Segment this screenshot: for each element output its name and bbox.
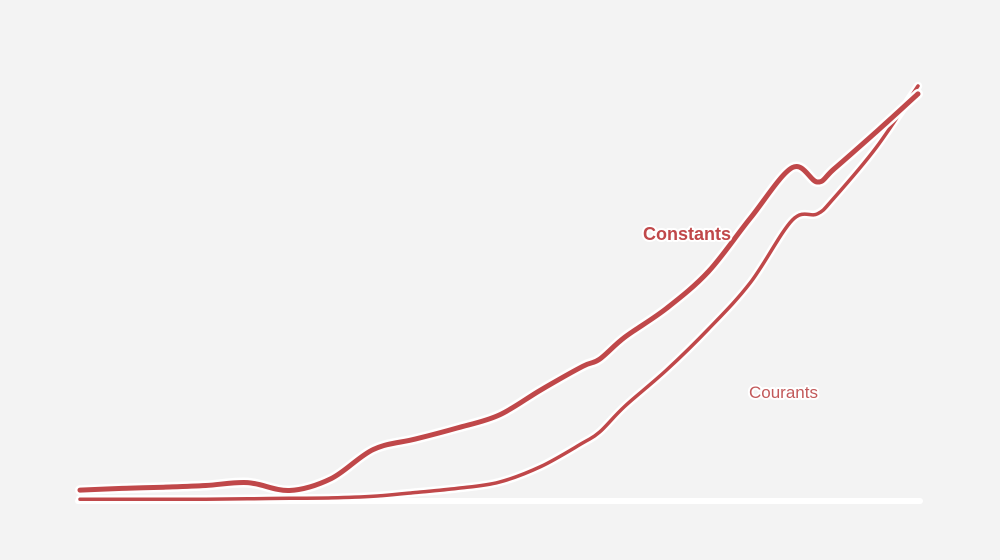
series-label-constants: Constants <box>643 224 731 244</box>
series-layer <box>75 81 923 504</box>
series-halo-constants <box>75 88 923 496</box>
series-line-constants <box>77 91 921 494</box>
series-line-courants <box>78 84 920 501</box>
series-halo-courants <box>75 81 923 504</box>
series-label-courants: Courants <box>749 383 818 402</box>
